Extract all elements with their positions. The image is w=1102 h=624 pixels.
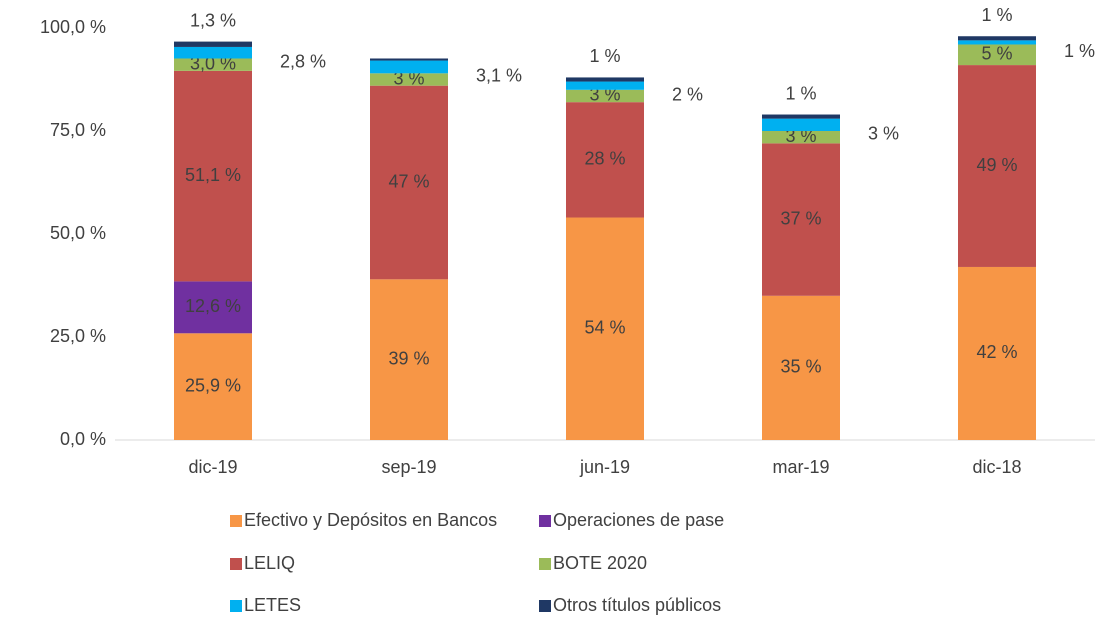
bar-segment	[762, 295, 840, 440]
data-label: 47 %	[388, 171, 429, 191]
data-label: 39 %	[388, 348, 429, 368]
data-label: 1 %	[589, 46, 620, 66]
bar-segment	[174, 70, 252, 282]
bar-segment	[370, 73, 448, 86]
data-label: 37 %	[780, 208, 821, 228]
y-tick-label: 0,0 %	[60, 429, 106, 449]
bar-segment	[566, 81, 644, 90]
data-label: 35 %	[780, 357, 821, 377]
bar-segment	[958, 266, 1036, 440]
y-tick-label: 75,0 %	[50, 120, 106, 140]
data-label: 28 %	[584, 149, 625, 169]
data-label: 12,6 %	[185, 296, 241, 316]
legend-label: Efectivo y Depósitos en Bancos	[244, 510, 497, 530]
legend-swatch	[539, 600, 551, 612]
bar-segment	[370, 85, 448, 280]
legend-swatch	[230, 515, 242, 527]
bar-segment	[958, 36, 1036, 41]
data-label: 54 %	[584, 318, 625, 338]
bar-segment	[174, 58, 252, 71]
data-label: 25,9 %	[185, 375, 241, 395]
data-label: 2,8 %	[280, 51, 326, 71]
legend-label: Otros títulos públicos	[553, 595, 721, 615]
bar-segment	[958, 40, 1036, 45]
bar-segment	[370, 58, 448, 61]
bar-segment	[566, 102, 644, 218]
data-label: 3,1 %	[476, 66, 522, 86]
bar-segment	[566, 89, 644, 103]
data-label: 1,3 %	[190, 10, 236, 30]
legend-swatch	[230, 600, 242, 612]
bar-segment	[762, 143, 840, 296]
legend-label: LELIQ	[244, 553, 295, 573]
bar-segment	[174, 333, 252, 440]
legend-label: Operaciones de pase	[553, 510, 724, 530]
x-tick-label: dic-18	[972, 457, 1021, 477]
bar-segment	[762, 118, 840, 131]
x-tick-label: sep-19	[381, 457, 436, 477]
bar-segment	[370, 279, 448, 440]
data-label: 5 %	[981, 44, 1012, 64]
data-label: 42 %	[976, 342, 1017, 362]
bar-segment	[174, 46, 252, 59]
bar-segment	[566, 217, 644, 440]
data-label: 1 %	[981, 5, 1012, 25]
data-label: 2 %	[672, 84, 703, 104]
y-tick-label: 50,0 %	[50, 223, 106, 243]
bar-segment	[174, 281, 252, 334]
bar-segment	[762, 131, 840, 144]
x-tick-label: dic-19	[188, 457, 237, 477]
legend-label: BOTE 2020	[553, 553, 647, 573]
data-label: 3 %	[868, 124, 899, 144]
legend-swatch	[539, 558, 551, 570]
legend-swatch	[539, 515, 551, 527]
data-label: 51,1 %	[185, 165, 241, 185]
bar-segment	[174, 41, 252, 47]
data-label: 1 %	[1064, 41, 1095, 61]
x-tick-label: mar-19	[772, 457, 829, 477]
bar-segment	[958, 65, 1036, 267]
y-tick-label: 100,0 %	[40, 17, 106, 37]
data-label: 49 %	[976, 155, 1017, 175]
bar-segment	[370, 60, 448, 74]
bar-segment	[566, 77, 644, 82]
bar-segment	[762, 114, 840, 119]
bar-segment	[958, 44, 1036, 66]
legend-label: LETES	[244, 595, 301, 615]
data-label: 1 %	[785, 83, 816, 103]
legend-swatch	[230, 558, 242, 570]
x-tick-label: jun-19	[579, 457, 630, 477]
y-tick-label: 25,0 %	[50, 326, 106, 346]
